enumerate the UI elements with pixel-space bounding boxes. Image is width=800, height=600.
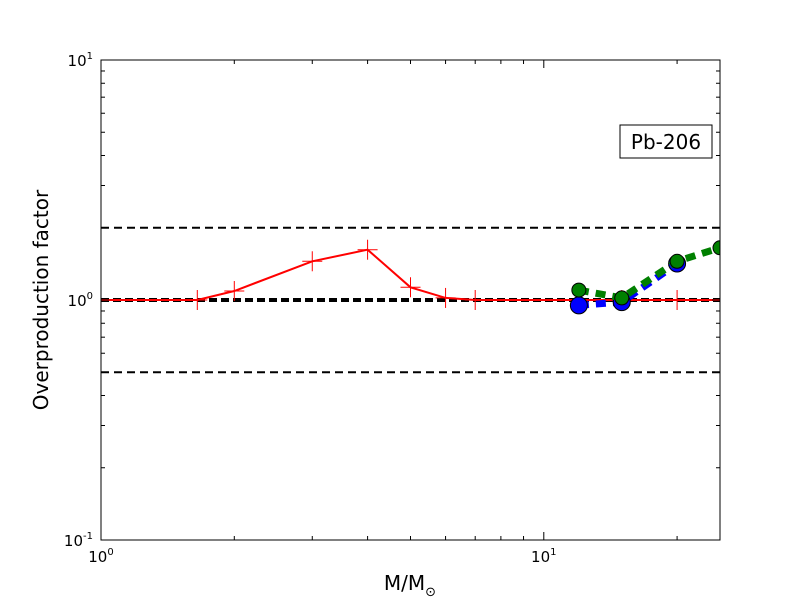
y-tick-label-1: 100 bbox=[68, 291, 93, 310]
series-2-line bbox=[578, 244, 720, 302]
y-tick-label-2: 101 bbox=[68, 51, 93, 70]
x-tick-label-0: 100 bbox=[88, 547, 113, 566]
y-axis-label: Overproduction factor bbox=[29, 189, 53, 410]
annotation-label: Pb-206 bbox=[631, 130, 701, 154]
series-1-point-0 bbox=[569, 296, 588, 315]
y-tick-label-0: 10-1 bbox=[64, 531, 93, 550]
annotation-box: Pb-206 bbox=[619, 124, 713, 159]
x-axis-label: M/M⊙ bbox=[384, 571, 436, 600]
series-2-point-0 bbox=[571, 282, 587, 298]
plot-inner bbox=[101, 226, 720, 374]
series-2-point-3 bbox=[712, 240, 720, 256]
x-tick-label-1: 101 bbox=[531, 547, 556, 566]
series-2-point-1 bbox=[614, 290, 630, 306]
series-2-point-2 bbox=[669, 253, 685, 269]
annotation-frame bbox=[619, 124, 713, 159]
